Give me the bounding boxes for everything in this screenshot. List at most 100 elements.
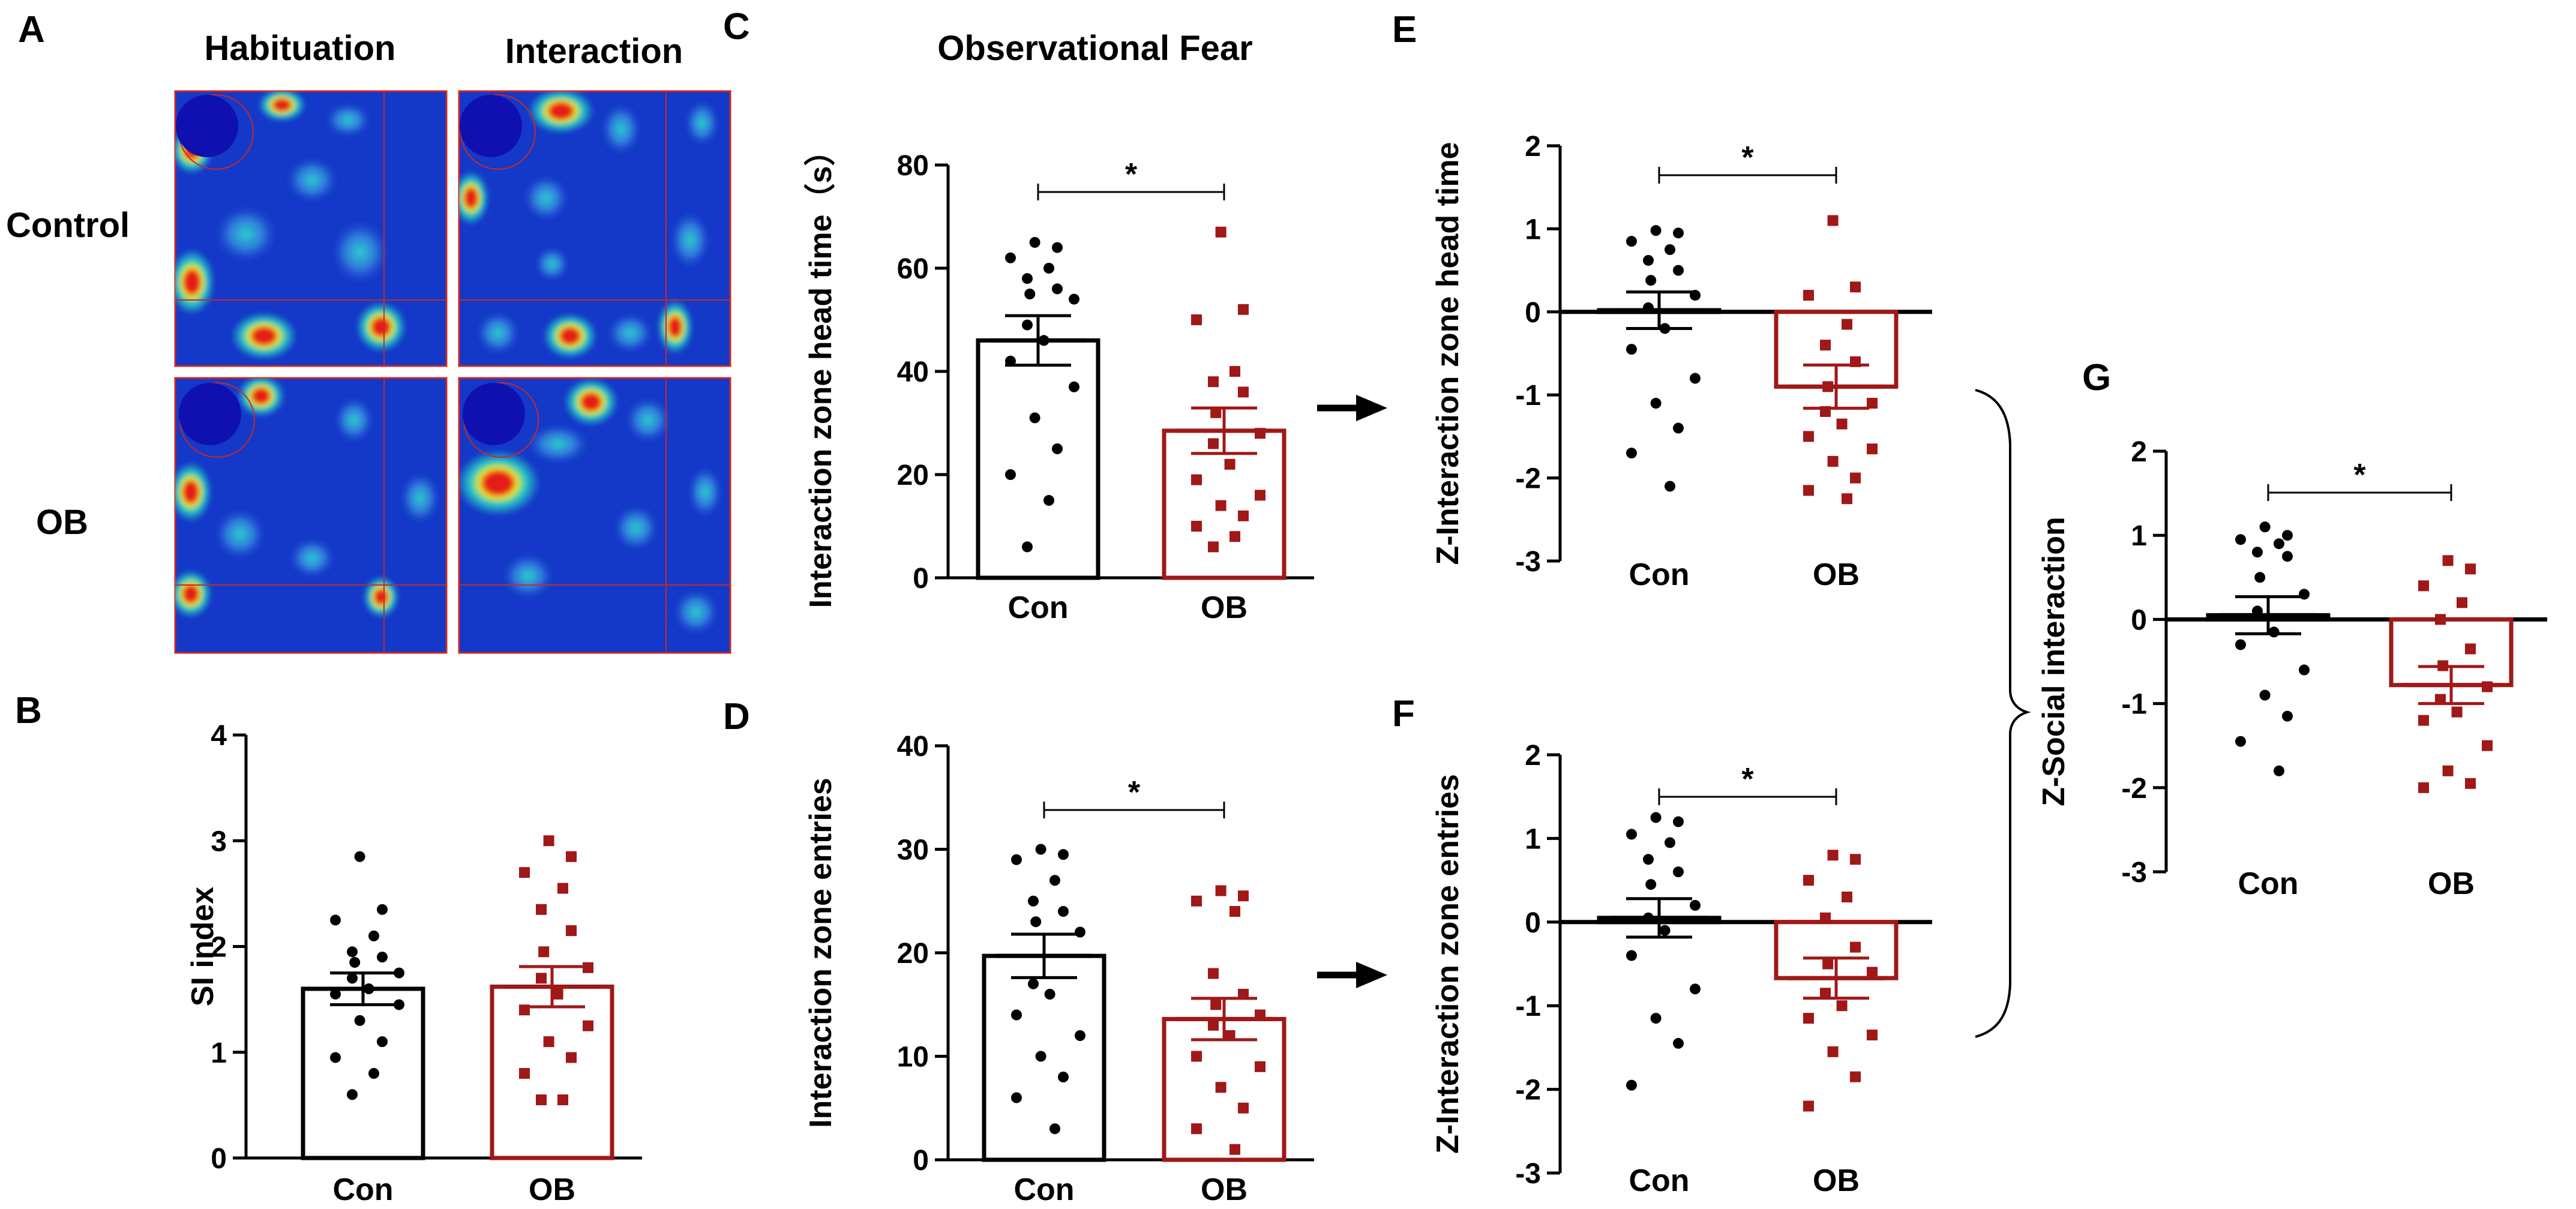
data-point-ob [536,1094,547,1106]
data-point-con [1011,1092,1022,1103]
data-point-con [1052,443,1063,454]
data-point-ob [2418,782,2429,793]
y-tick-label: 0 [1525,907,1541,939]
enclosure-circle [176,95,238,157]
y-tick-label: 4 [211,720,227,752]
data-point-con [1673,422,1684,434]
data-point-con [1650,225,1662,236]
data-point-con [1650,1013,1662,1024]
data-point-con [2282,551,2293,562]
x-category-label: OB [529,1172,575,1207]
data-point-ob [543,1036,554,1048]
data-point-ob [566,851,577,862]
data-point-ob [1803,1100,1814,1112]
chart-panel-c-head-time: 0 20 40 60 80 Interaction zone head time（s） Co… [803,135,1314,625]
data-point-ob [1208,968,1219,979]
data-point-ob [1191,1123,1202,1135]
data-point-con [377,1036,388,1048]
data-point-con [2252,547,2263,558]
data-point-ob [1208,1019,1219,1031]
data-point-con [1645,879,1657,890]
data-point-ob [1210,407,1222,418]
arrow-right-icon [1317,395,1387,421]
data-point-con [1690,899,1701,911]
data-point-ob [519,1068,530,1079]
data-point-con [1043,495,1054,506]
data-point-con [1690,290,1701,301]
data-point-con [347,1089,358,1100]
data-point-con [1049,1123,1060,1135]
y-axis-label: Z-Interaction zone entries [1431,774,1465,1154]
x-category-label: OB [2428,866,2475,901]
data-point-con [2235,736,2246,747]
data-point-ob [2465,643,2476,655]
chart-panel-f-z-entries: -3 -2 -1 0 1 2 Z-Interaction zone entries Con OB… [1431,740,1932,1198]
y-tick-label: 2 [2131,436,2147,468]
data-point-con [349,956,361,968]
y-tick-label: 40 [897,731,929,763]
y-tick-label: 2 [1525,740,1541,772]
panel-label-c: C [723,6,750,47]
data-point-ob [1803,1013,1814,1024]
data-point-con [1022,273,1033,284]
panel-label-a: A [18,9,45,50]
bar-con [976,338,1100,580]
data-point-ob [1867,967,1878,978]
data-point-con [1626,950,1637,961]
y-tick-label: -2 [2121,773,2147,805]
data-point-con [2254,572,2266,583]
y-tick-label: -1 [1515,380,1541,412]
data-point-ob [1238,890,1249,902]
x-category-label: OB [1201,1172,1247,1207]
data-point-con [1028,978,1039,989]
heatmap-interaction-ob [458,377,731,654]
x-category-label: OB [1813,1163,1860,1198]
data-point-ob [1842,319,1852,330]
data-point-con [368,930,379,941]
data-point-con [2274,765,2284,776]
data-point-ob [1827,455,1839,467]
data-point-con [1626,448,1637,459]
data-point-con [1659,925,1671,936]
data-point-con [1626,829,1637,840]
data-point-con [2259,689,2271,701]
data-point-ob [1827,850,1839,861]
data-point-ob [1229,366,1240,377]
data-point-ob [1191,474,1202,485]
data-point-ob [1208,541,1219,553]
data-point-con [1035,844,1046,855]
y-tick-label: 80 [897,150,929,182]
data-point-con [1075,1030,1085,1041]
data-point-ob [536,904,547,915]
data-point-ob [2451,706,2463,718]
data-point-ob [2435,614,2446,625]
data-point-con [377,904,388,915]
y-tick-label: 1 [1525,823,1541,855]
data-point-ob [566,925,577,937]
data-point-con [1052,242,1063,253]
heatmap-row-label-ob: OB [36,503,88,542]
data-point-con [1011,1009,1022,1021]
enclosure-circle [463,383,525,445]
significance-star: * [1128,775,1141,810]
data-point-ob [1255,1061,1265,1072]
data-point-ob [543,835,554,847]
y-tick-label: -2 [1515,1075,1541,1106]
data-point-con [354,1015,365,1026]
data-point-con [1643,254,1654,266]
heatmap-row-label-control: Control [6,206,130,245]
chart-panel-b-si-index: 0 1 2 3 4 SI index Con OB [185,720,642,1207]
y-tick-label: 0 [1525,297,1541,329]
significance-star: * [1125,157,1138,192]
data-point-con [1645,275,1657,286]
data-point-con [347,973,358,984]
data-point-ob [1836,1000,1848,1012]
enclosure-circle [179,383,241,445]
data-point-ob [1191,314,1202,325]
data-point-con [1022,541,1033,553]
data-point-ob [2442,765,2454,776]
data-point-ob [1215,500,1226,511]
panel-label-b: B [15,690,42,731]
data-point-con [330,988,341,1000]
data-point-ob [519,867,530,878]
